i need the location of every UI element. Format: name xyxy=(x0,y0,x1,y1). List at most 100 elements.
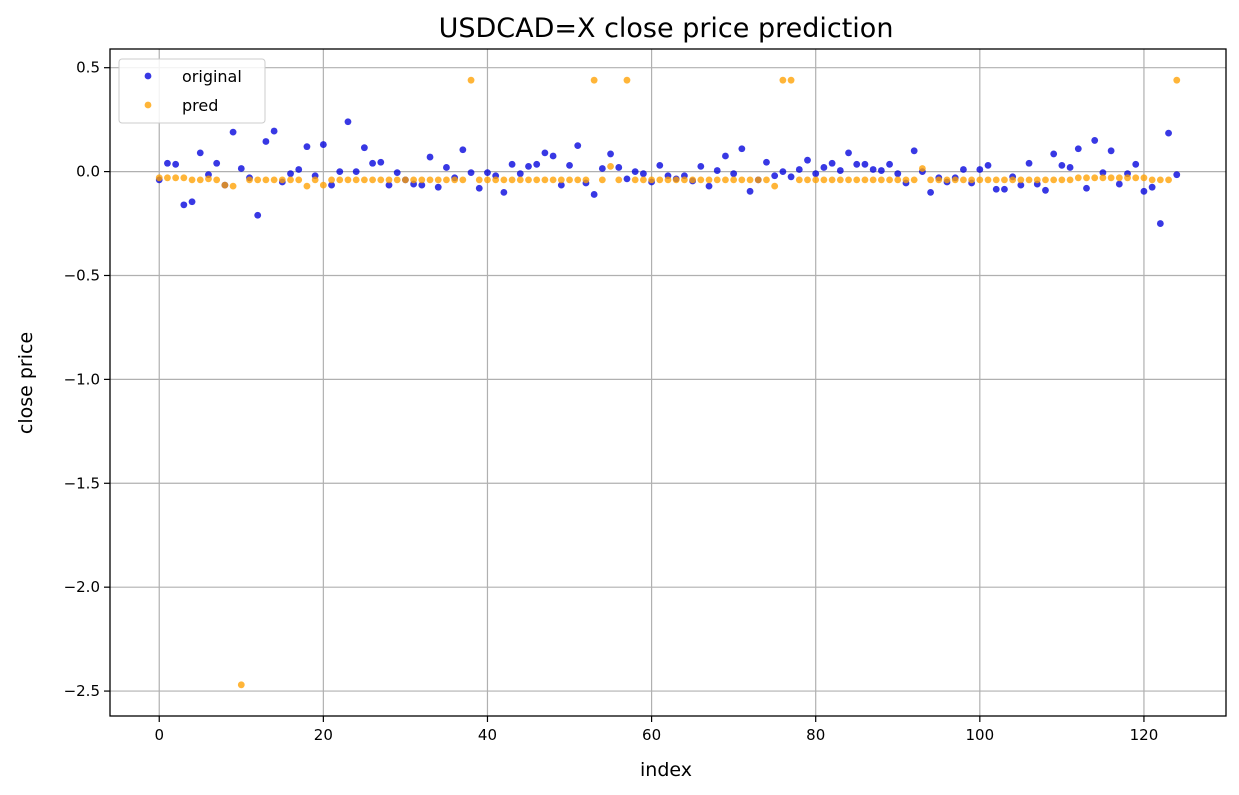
original-point xyxy=(393,169,401,177)
y-tick-label: −2.0 xyxy=(64,578,100,596)
original-point xyxy=(352,168,360,175)
x-tick-label: 20 xyxy=(314,726,333,744)
original-point xyxy=(516,170,524,178)
original-point xyxy=(270,127,278,135)
original-point xyxy=(590,191,598,198)
pred-point xyxy=(730,176,738,184)
original-point xyxy=(377,158,385,166)
y-tick-label: 0.0 xyxy=(76,163,100,181)
pred-point xyxy=(1074,174,1082,182)
original-point xyxy=(1140,187,1148,195)
pred-point xyxy=(1001,176,1008,184)
pred-point xyxy=(836,176,844,184)
original-point xyxy=(845,149,852,157)
pred-point xyxy=(705,176,713,184)
pred-point xyxy=(402,176,409,184)
pred-point xyxy=(812,176,820,184)
original-point xyxy=(303,143,311,151)
original-point xyxy=(566,161,573,169)
pred-point xyxy=(180,174,188,182)
original-point xyxy=(1107,147,1115,155)
pred-point xyxy=(968,176,976,184)
pred-point xyxy=(303,182,311,190)
pred-point xyxy=(590,76,598,84)
original-point xyxy=(1066,164,1074,171)
pred-point xyxy=(443,176,450,184)
original-point xyxy=(992,185,1000,193)
pred-point xyxy=(689,176,697,184)
original-point xyxy=(533,160,541,168)
pred-point xyxy=(886,176,893,184)
pred-point xyxy=(976,176,984,184)
original-point xyxy=(254,211,262,219)
pred-point xyxy=(1165,176,1172,184)
original-point xyxy=(763,158,770,166)
original-point xyxy=(508,160,516,168)
legend-marker-pred xyxy=(144,101,152,109)
pred-point xyxy=(418,176,426,184)
original-point xyxy=(886,160,893,168)
pred-point xyxy=(1050,176,1058,184)
pred-point xyxy=(754,176,762,184)
pred-point xyxy=(1124,174,1131,182)
chart-title: USDCAD=X close price prediction xyxy=(439,13,894,44)
original-point xyxy=(1099,169,1107,177)
pred-point xyxy=(336,176,344,184)
original-point xyxy=(336,168,344,175)
original-point xyxy=(1083,184,1090,192)
pred-point xyxy=(557,176,565,184)
y-tick-label: 0.5 xyxy=(76,59,100,77)
legend-box xyxy=(118,58,266,124)
pred-point xyxy=(615,176,623,184)
pred-point xyxy=(853,176,861,184)
x-tick-label: 100 xyxy=(966,726,995,744)
pred-point xyxy=(459,176,467,184)
pred-point xyxy=(484,176,491,184)
pred-point xyxy=(278,176,286,184)
pred-point xyxy=(155,174,163,182)
pred-point xyxy=(566,176,573,184)
original-point xyxy=(295,166,303,173)
pred-point xyxy=(787,76,795,84)
original-point xyxy=(705,182,713,190)
original-point xyxy=(385,181,393,189)
pred-point xyxy=(1156,176,1164,184)
y-tick-label: −1.0 xyxy=(64,370,100,388)
y-tick-label: −2.5 xyxy=(64,682,100,700)
pred-point xyxy=(221,181,229,189)
pred-point xyxy=(525,176,532,184)
pred-point xyxy=(1083,174,1090,182)
original-point xyxy=(344,118,352,126)
original-point xyxy=(639,170,647,178)
pred-point xyxy=(1042,176,1049,184)
pred-point xyxy=(795,176,803,184)
pred-point xyxy=(582,176,590,184)
original-point xyxy=(1074,145,1082,153)
pred-point xyxy=(664,176,672,184)
original-point xyxy=(443,164,450,171)
pred-point xyxy=(697,176,705,184)
pred-point xyxy=(1140,174,1148,182)
original-point xyxy=(360,144,368,152)
original-point xyxy=(262,138,270,145)
original-point xyxy=(861,160,869,168)
original-point xyxy=(779,168,787,175)
plot-area: 0 20 40 60 80 100 120 0.5 0.0 −0.5 −1.0 −1.5 −2.0 −2.… xyxy=(64,48,1227,744)
pred-point xyxy=(648,176,655,184)
pred-point xyxy=(508,176,516,184)
pred-point xyxy=(763,176,770,184)
original-point xyxy=(1017,181,1025,189)
pred-point xyxy=(385,176,393,184)
pred-point xyxy=(902,176,910,184)
original-point xyxy=(730,170,738,178)
original-point xyxy=(812,170,820,178)
pred-point xyxy=(516,176,524,184)
original-point xyxy=(1058,161,1066,169)
pred-point xyxy=(623,76,631,84)
pred-point xyxy=(196,176,204,184)
y-axis-label: close price xyxy=(15,332,37,434)
legend-label-pred: pred xyxy=(182,96,218,115)
pred-point xyxy=(1148,176,1156,184)
pred-point xyxy=(164,174,171,182)
original-point xyxy=(722,152,729,160)
